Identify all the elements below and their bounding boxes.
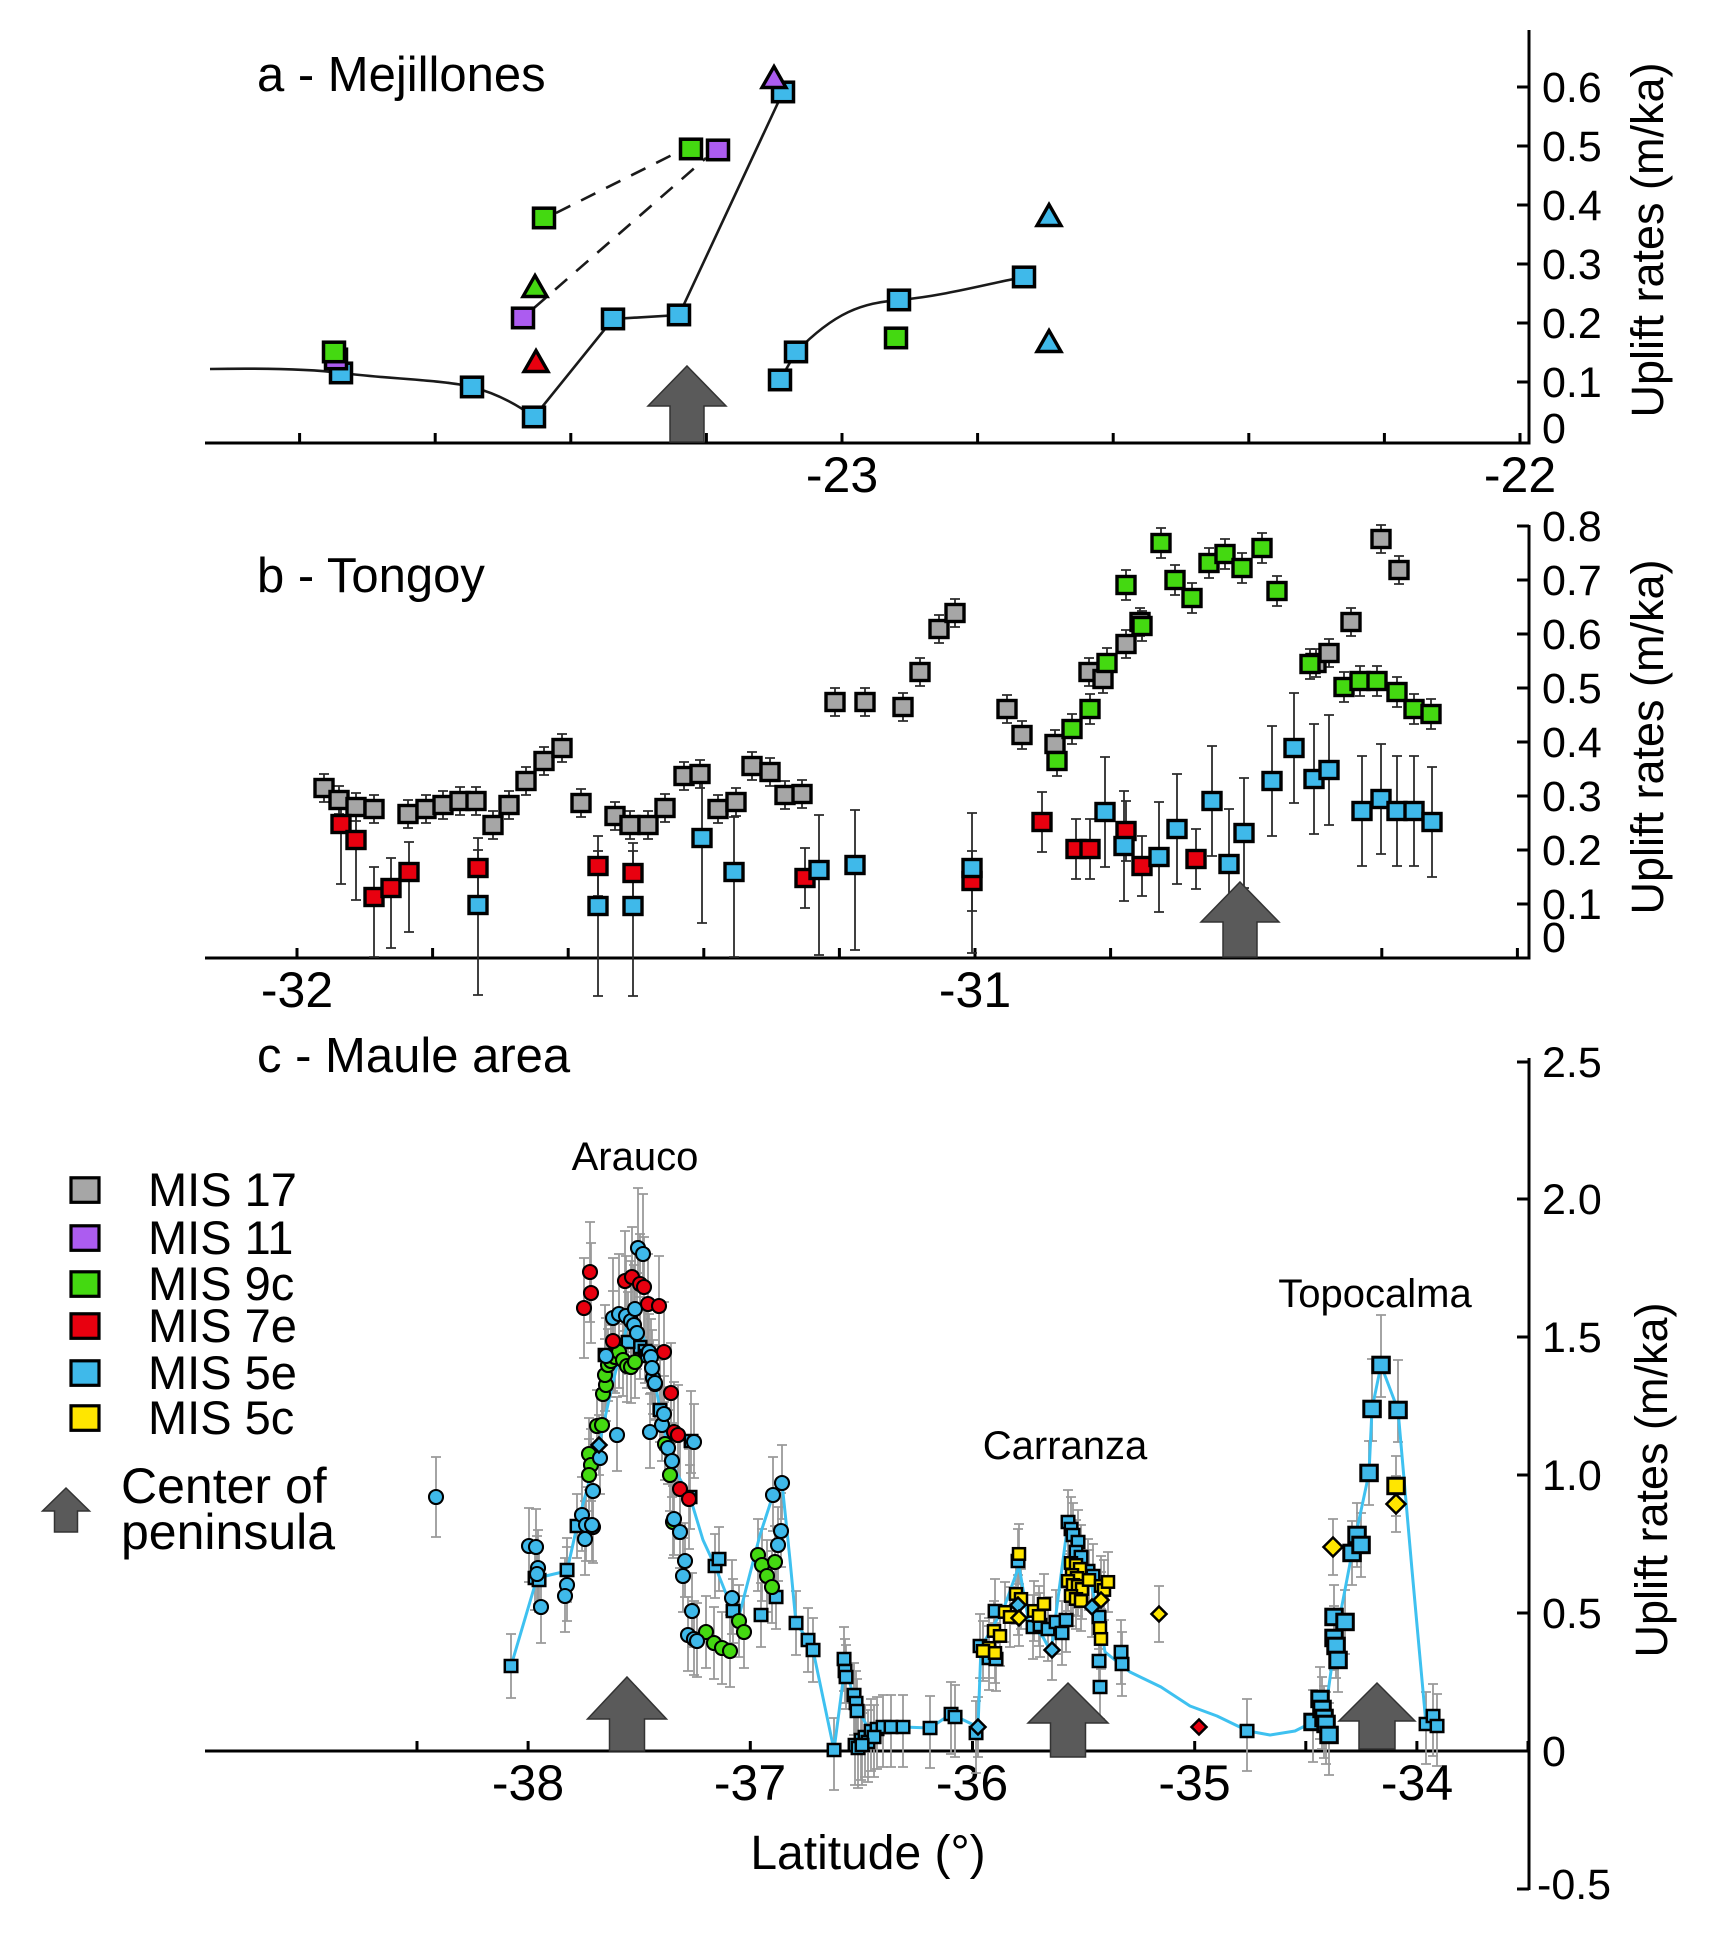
svg-text:0.4: 0.4: [1542, 182, 1602, 230]
svg-text:0.6: 0.6: [1542, 611, 1602, 659]
svg-text:Topocalma: Topocalma: [1278, 1272, 1472, 1316]
svg-text:Arauco: Arauco: [572, 1135, 699, 1179]
svg-text:b - Tongoy: b - Tongoy: [257, 549, 485, 603]
svg-text:0: 0: [1542, 1728, 1566, 1776]
svg-text:0.8: 0.8: [1542, 503, 1602, 551]
svg-text:Uplift rates (m/ka): Uplift rates (m/ka): [1622, 62, 1673, 417]
svg-text:1.5: 1.5: [1542, 1314, 1602, 1362]
svg-text:0.1: 0.1: [1542, 881, 1602, 929]
svg-text:-23: -23: [806, 447, 878, 503]
svg-text:0.5: 0.5: [1542, 123, 1602, 171]
svg-text:2.5: 2.5: [1542, 1039, 1602, 1087]
svg-text:-22: -22: [1484, 447, 1556, 503]
svg-text:-34: -34: [1381, 1755, 1453, 1811]
svg-text:0.2: 0.2: [1542, 827, 1602, 875]
svg-text:-0.5: -0.5: [1537, 1861, 1611, 1909]
svg-text:MIS 11: MIS 11: [148, 1211, 293, 1264]
svg-text:0.1: 0.1: [1542, 359, 1602, 407]
svg-text:0: 0: [1542, 914, 1566, 962]
svg-text:peninsula: peninsula: [121, 1504, 335, 1560]
svg-text:MIS 5e: MIS 5e: [148, 1346, 297, 1399]
svg-text:-38: -38: [492, 1755, 564, 1811]
svg-text:1.0: 1.0: [1542, 1452, 1602, 1500]
svg-text:0.5: 0.5: [1542, 665, 1602, 713]
svg-text:Center of: Center of: [121, 1458, 327, 1514]
svg-text:0: 0: [1542, 405, 1566, 453]
svg-text:MIS 9c: MIS 9c: [148, 1257, 294, 1310]
svg-text:-35: -35: [1158, 1755, 1230, 1811]
svg-text:-31: -31: [939, 962, 1011, 1018]
svg-text:MIS 7e: MIS 7e: [148, 1299, 297, 1352]
svg-text:0.3: 0.3: [1542, 773, 1602, 821]
svg-text:Uplift rates (m/ka): Uplift rates (m/ka): [1626, 1302, 1677, 1657]
svg-text:0.3: 0.3: [1542, 241, 1602, 289]
svg-text:2.0: 2.0: [1542, 1176, 1602, 1224]
svg-text:Latitude (°): Latitude (°): [750, 1827, 985, 1880]
svg-text:Carranza: Carranza: [983, 1424, 1148, 1468]
svg-text:MIS 17: MIS 17: [148, 1163, 297, 1216]
svg-text:Uplift rates (m/ka): Uplift rates (m/ka): [1622, 559, 1673, 914]
svg-text:MIS 5c: MIS 5c: [148, 1391, 294, 1444]
svg-text:0.5: 0.5: [1542, 1590, 1602, 1638]
svg-text:-36: -36: [936, 1755, 1008, 1811]
svg-text:0.6: 0.6: [1542, 64, 1602, 112]
svg-text:-32: -32: [261, 962, 333, 1018]
svg-text:a - Mejillones: a - Mejillones: [257, 48, 546, 102]
svg-text:0.2: 0.2: [1542, 300, 1602, 348]
svg-text:c - Maule area: c - Maule area: [257, 1029, 571, 1083]
svg-text:0.7: 0.7: [1542, 557, 1602, 605]
svg-text:-37: -37: [714, 1755, 786, 1811]
svg-text:0.4: 0.4: [1542, 719, 1602, 767]
